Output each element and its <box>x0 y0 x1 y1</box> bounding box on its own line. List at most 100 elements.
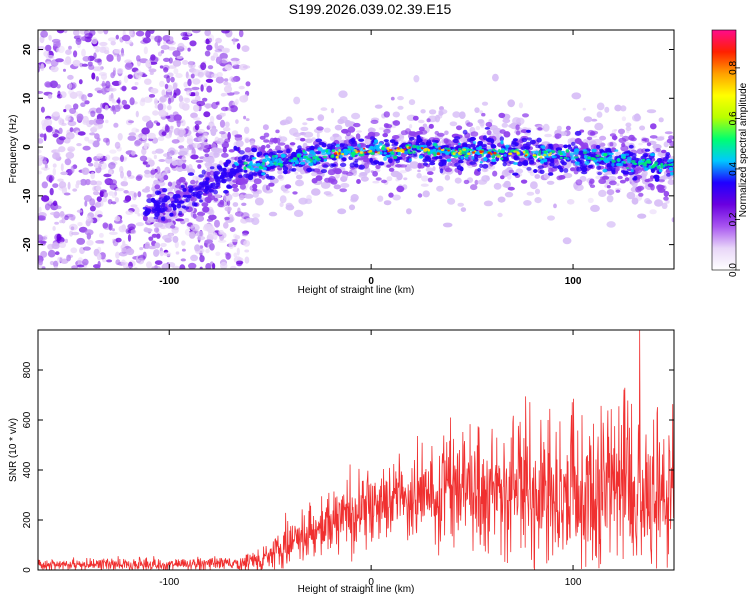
ridge-blob <box>606 175 617 182</box>
ridge-blob <box>462 129 468 135</box>
ridge-blob <box>146 198 153 204</box>
ridge-blob <box>420 109 426 114</box>
ridge-blob <box>331 149 336 153</box>
ridge-blob <box>440 148 445 152</box>
noise-blob <box>221 49 230 54</box>
ridge-blob <box>418 155 424 159</box>
ridge-blob <box>272 159 277 163</box>
ridge-blob <box>292 163 296 166</box>
noise-blob <box>101 240 105 245</box>
ridge-blob <box>201 169 206 175</box>
noise-blob <box>195 215 205 222</box>
noise-blob <box>84 100 90 105</box>
ridge-blob <box>484 126 491 130</box>
ridge-blob <box>358 173 368 178</box>
ridge-blob <box>161 263 170 269</box>
ridge-blob <box>355 133 361 140</box>
ridge-blob <box>463 179 470 185</box>
ridge-blob <box>601 175 610 180</box>
ridge-blob <box>385 154 391 158</box>
ridge-blob <box>513 150 518 153</box>
spectrogram-x-tick-label: 100 <box>565 276 582 287</box>
noise-blob <box>219 52 228 60</box>
ridge-blob <box>142 206 148 210</box>
ridge-blob <box>417 162 422 169</box>
noise-blob <box>69 223 78 231</box>
noise-blob <box>144 78 152 85</box>
ridge-blob <box>206 218 214 222</box>
ridge-blob <box>295 179 304 187</box>
ridge-blob <box>292 157 298 161</box>
ridge-blob <box>154 184 161 190</box>
snr-y-ticks: 0 200 400 600 800 <box>22 361 674 573</box>
noise-blob <box>76 264 85 268</box>
noise-blob <box>153 98 158 106</box>
noise-blob <box>70 247 78 254</box>
snr-y-tick-label: 800 <box>22 361 33 378</box>
ridge-blob <box>305 138 313 144</box>
ridge-blob <box>284 144 290 150</box>
ridge-blob <box>507 99 515 108</box>
ridge-blob <box>434 114 441 123</box>
ridge-blob <box>182 194 189 198</box>
ridge-blob <box>243 161 248 165</box>
noise-blob <box>130 150 136 156</box>
noise-blob <box>221 30 230 34</box>
ridge-blob <box>198 194 202 200</box>
ridge-blob <box>500 175 505 180</box>
noise-blob <box>148 68 157 73</box>
ridge-blob <box>423 162 428 166</box>
noise-blob <box>178 101 186 109</box>
noise-blob <box>667 179 674 185</box>
ridge-blob <box>592 138 603 145</box>
noise-blob <box>156 122 161 126</box>
ridge-blob <box>220 175 225 180</box>
noise-blob <box>223 78 229 82</box>
ridge-blob <box>268 182 275 187</box>
noise-blob <box>518 102 524 109</box>
ridge-blob <box>574 156 579 159</box>
colorbar-frame <box>711 29 737 271</box>
ridge-blob <box>244 193 254 199</box>
ridge-blob <box>209 183 214 189</box>
noise-blob <box>130 229 137 235</box>
noise-blob <box>92 124 102 130</box>
noise-blob <box>233 252 238 258</box>
noise-blob <box>47 243 55 250</box>
ridge-blob <box>587 164 594 169</box>
noise-blob <box>96 253 102 261</box>
noise-blob <box>196 211 206 217</box>
ridge-blob <box>276 150 284 154</box>
noise-blob <box>243 240 251 247</box>
noise-blob <box>78 79 83 85</box>
ridge-blob <box>225 177 232 182</box>
noise-blob <box>93 45 100 50</box>
noise-blob <box>114 216 121 222</box>
ridge-blob <box>451 157 457 164</box>
noise-blob <box>64 158 72 166</box>
ridge-blob <box>363 151 367 154</box>
ridge-blob <box>499 129 506 134</box>
ridge-blob <box>417 193 423 198</box>
ridge-blob <box>477 168 482 172</box>
ridge-blob <box>403 150 409 155</box>
noise-blob <box>53 41 60 47</box>
noise-blob <box>225 252 231 260</box>
noise-blob <box>91 72 96 80</box>
noise-blob <box>95 240 104 244</box>
noise-blob <box>162 251 172 257</box>
ridge-blob <box>560 156 563 159</box>
ridge-blob <box>492 148 496 152</box>
noise-blob <box>55 251 60 256</box>
spectrogram-x-tick-0: -100 <box>159 30 180 287</box>
ridge-blob <box>482 163 489 169</box>
noise-blob <box>94 161 99 169</box>
noise-blob <box>100 102 104 109</box>
ridge-blob <box>154 212 160 217</box>
noise-blob <box>101 80 106 89</box>
ridge-blob <box>385 124 393 129</box>
ridge-blob <box>169 212 174 217</box>
snr-x-tick-label: -100 <box>159 577 179 588</box>
ridge-blob <box>583 116 593 123</box>
noise-blob <box>158 109 167 117</box>
